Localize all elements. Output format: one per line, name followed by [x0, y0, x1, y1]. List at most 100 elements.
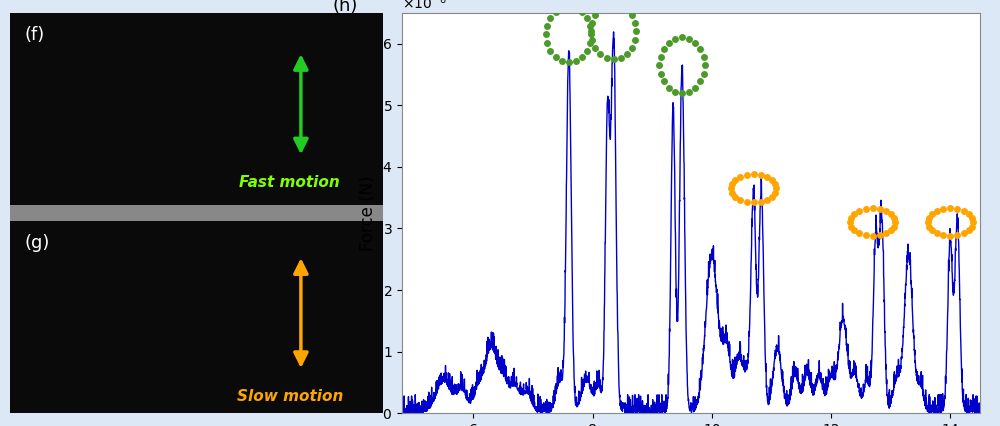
Point [964, 223, 980, 230]
Text: (f): (f) [25, 26, 45, 44]
Point [661, 84, 677, 91]
Point [843, 223, 859, 230]
Point [949, 206, 965, 213]
Text: Slow motion: Slow motion [237, 389, 343, 403]
Point [732, 174, 748, 181]
Point [539, 40, 555, 46]
Point [574, 53, 590, 60]
Point [878, 207, 894, 214]
Point [599, 54, 615, 61]
Point [606, 55, 622, 62]
Point [843, 215, 859, 222]
Point [724, 181, 740, 187]
Point [851, 207, 867, 214]
Point [584, 19, 600, 26]
Point [746, 171, 762, 178]
Point [964, 215, 980, 222]
Point [583, 28, 599, 35]
Point [886, 215, 902, 222]
Point [886, 223, 902, 230]
Point [667, 35, 683, 42]
Point [865, 205, 881, 212]
Point [846, 211, 862, 218]
Point [696, 70, 712, 77]
Point [696, 53, 712, 60]
Point [674, 34, 690, 41]
Point [883, 227, 899, 234]
Point [842, 219, 858, 226]
Point [924, 227, 940, 234]
Point [613, 1, 629, 8]
Point [956, 230, 972, 237]
Point [583, 31, 599, 38]
Point [692, 46, 708, 52]
Point [753, 198, 769, 205]
Point [561, 59, 577, 66]
Point [935, 232, 951, 239]
Point [627, 19, 643, 26]
Point [921, 215, 937, 222]
Point [739, 172, 755, 178]
Point [681, 35, 697, 42]
Point [624, 44, 640, 51]
Text: (g): (g) [25, 234, 50, 252]
Point [942, 205, 958, 212]
Point [692, 78, 708, 85]
Point [942, 233, 958, 239]
Point [582, 40, 598, 46]
Point [858, 206, 874, 213]
Text: (h): (h) [333, 0, 358, 15]
Point [687, 39, 703, 46]
Point [538, 31, 554, 38]
Point [858, 232, 874, 239]
Point [759, 196, 775, 203]
Point [759, 174, 775, 181]
Point [542, 47, 558, 54]
Y-axis label: Force (N): Force (N) [359, 175, 377, 251]
Point [579, 14, 595, 21]
Point [599, 1, 615, 8]
Point [592, 6, 608, 12]
Point [929, 230, 945, 237]
Point [768, 185, 784, 192]
Point [584, 36, 600, 43]
Point [674, 89, 690, 96]
Point [746, 199, 762, 206]
Point [865, 233, 881, 239]
Point [767, 181, 783, 187]
Point [872, 232, 888, 239]
Point [739, 198, 755, 205]
Point [872, 206, 888, 213]
Point [887, 219, 903, 226]
Point [587, 44, 603, 51]
Point [592, 50, 608, 57]
Point [935, 206, 951, 213]
Point [582, 23, 598, 29]
Point [727, 193, 743, 200]
Point [656, 46, 672, 52]
Point [628, 28, 644, 35]
Point [548, 9, 564, 15]
Point [764, 193, 780, 200]
Point [539, 23, 555, 29]
Point [561, 3, 577, 10]
Point [568, 5, 584, 12]
Point [961, 227, 977, 234]
Point [929, 207, 945, 214]
Point [619, 50, 635, 57]
Point [961, 211, 977, 218]
Point [697, 62, 713, 69]
Point [727, 177, 743, 184]
Point [732, 196, 748, 203]
Point [574, 9, 590, 15]
Point [542, 14, 558, 21]
Point [753, 172, 769, 178]
Point [653, 70, 669, 77]
Point [767, 189, 783, 196]
Point [667, 88, 683, 95]
Text: Fast motion: Fast motion [239, 175, 340, 190]
Point [723, 185, 739, 192]
Point [851, 230, 867, 237]
Point [846, 227, 862, 234]
Point [619, 6, 635, 12]
